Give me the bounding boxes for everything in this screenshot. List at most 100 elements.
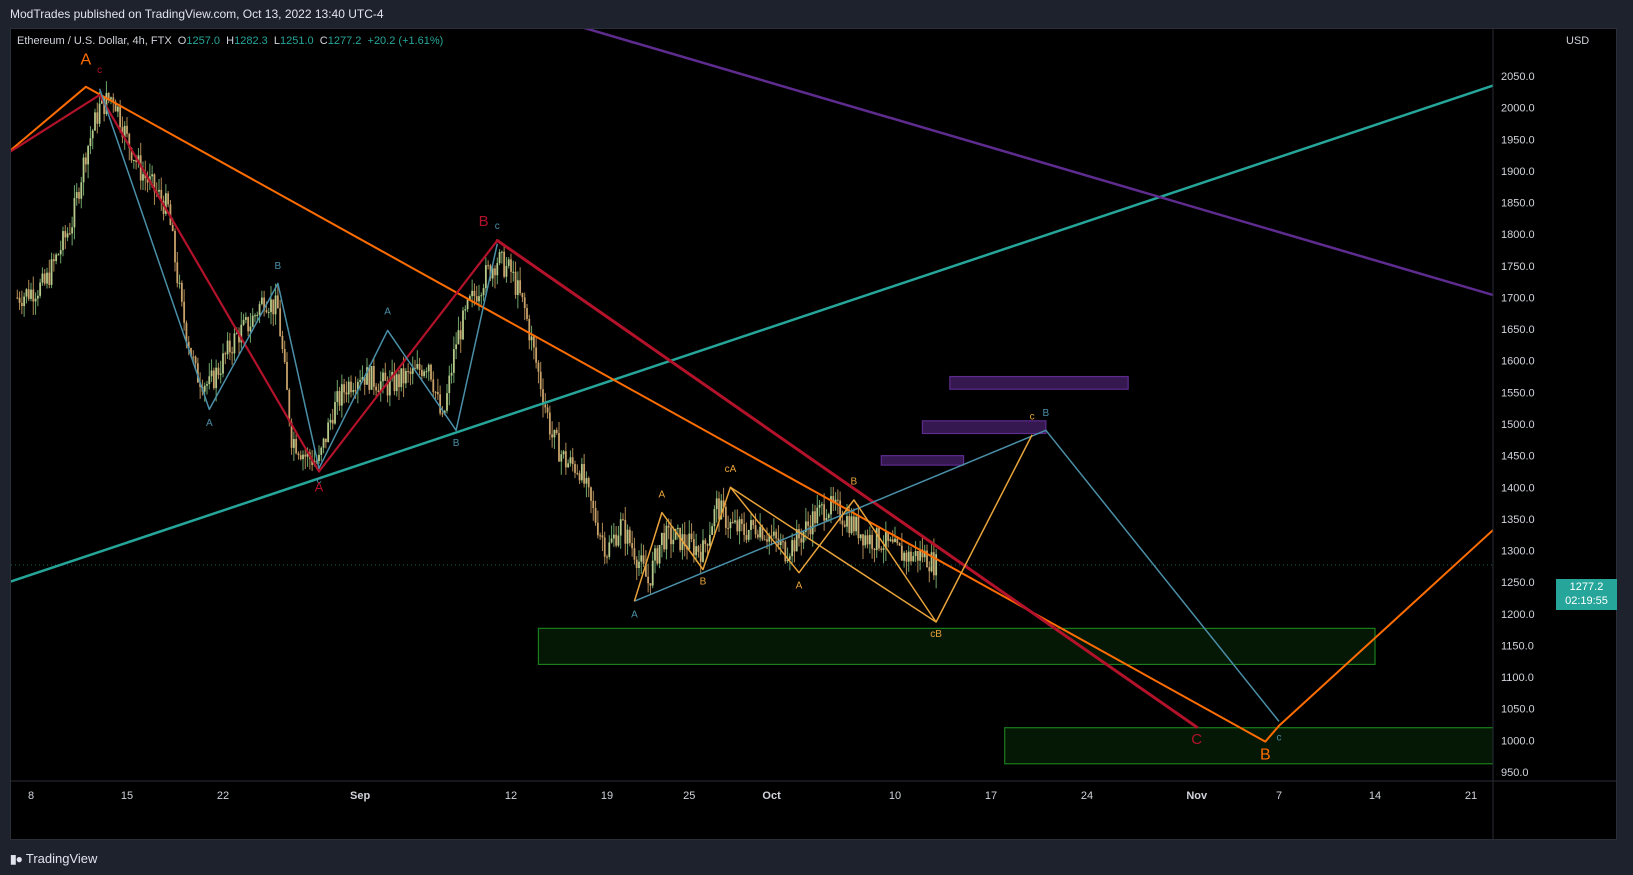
candle-body [551, 434, 554, 438]
candle-body [558, 433, 560, 462]
candle-body [491, 268, 494, 279]
candle-body [528, 318, 531, 341]
wave-label: A [796, 581, 803, 592]
y-tick-label: 2050.0 [1501, 71, 1535, 83]
candle-body [706, 544, 709, 546]
x-tick-label: 22 [217, 790, 229, 802]
candle-body [427, 364, 430, 372]
candle-body [656, 548, 659, 564]
candle-body [267, 312, 270, 314]
wave-label: C [1191, 731, 1202, 748]
candle-body [651, 560, 654, 586]
candle-body [743, 523, 746, 535]
candle-body [73, 198, 76, 228]
candle-body [843, 524, 846, 527]
candle-body [441, 413, 444, 415]
candle-body [468, 296, 471, 300]
y-tick-label: 1100.0 [1501, 672, 1534, 684]
candle-body [482, 288, 485, 296]
candle-body [660, 532, 663, 546]
candle-body [276, 295, 279, 309]
candle-body [59, 250, 62, 255]
x-tick-label: 8 [28, 790, 34, 802]
candle-body [507, 259, 510, 266]
candle-body [804, 521, 807, 532]
candle-body [912, 556, 915, 562]
candle-body [190, 348, 192, 357]
drawing-layer [11, 29, 1493, 743]
candle-body [130, 148, 133, 161]
candle-body [258, 304, 261, 315]
y-tick-label: 1800.0 [1501, 229, 1535, 241]
candle-body [20, 302, 23, 307]
candle-body [434, 392, 437, 394]
candle-body [512, 271, 515, 273]
zone-box [921, 420, 1047, 435]
candle-body [297, 453, 300, 456]
candle-body [121, 127, 124, 137]
candle-body [928, 567, 931, 572]
candle-body [715, 498, 718, 510]
candle-body [162, 200, 165, 214]
tradingview-logo-icon: ▮● [10, 852, 23, 866]
candle-body [866, 535, 869, 545]
change-value: +20.2 (+1.61%) [367, 35, 444, 47]
y-tick-label: 1600.0 [1501, 356, 1535, 368]
candle-body [667, 525, 670, 528]
candle-body [400, 368, 403, 388]
candle-body [859, 534, 862, 539]
candle-body [84, 157, 87, 165]
candle-body [260, 297, 263, 305]
candle-body [820, 504, 823, 506]
candle-body [233, 333, 236, 354]
candle-body [112, 97, 115, 102]
candle-body [930, 552, 933, 572]
candle-body [142, 174, 144, 181]
wave-path [11, 93, 499, 473]
candle-body [91, 130, 94, 139]
candle-body [256, 314, 259, 316]
candle-body [699, 551, 702, 562]
candle-body [779, 541, 782, 546]
wave-label: B [1260, 746, 1271, 763]
candle-body [626, 529, 629, 544]
candle-body [192, 356, 195, 358]
candle-body [247, 317, 250, 332]
candle-body [672, 539, 675, 545]
candle-body [263, 297, 266, 311]
candle-body [215, 367, 218, 389]
candle-body [395, 374, 398, 392]
candle-body [702, 540, 704, 562]
candle-body [151, 174, 154, 177]
candle-body [606, 556, 608, 558]
candle-body [18, 297, 21, 303]
candle-body [788, 556, 791, 560]
candle-body [905, 552, 908, 562]
candle-body [347, 381, 350, 395]
candle-body [119, 106, 122, 128]
candle-body [722, 500, 725, 507]
candle-body [144, 174, 147, 179]
candle-body [114, 101, 117, 112]
footer-bar [0, 840, 1633, 875]
candle-body [857, 516, 860, 539]
tradingview-logo[interactable]: ▮● TradingView [10, 851, 97, 866]
candle-body [343, 384, 346, 393]
candle-body [359, 379, 362, 382]
candle-body [640, 555, 643, 562]
candle-body [320, 447, 323, 455]
candle-body [745, 534, 748, 540]
candle-body [836, 499, 839, 501]
candle-body [420, 369, 423, 376]
candle-body [123, 125, 126, 137]
candle-body [754, 525, 757, 535]
candle-body [94, 112, 96, 131]
candle-body [601, 535, 604, 538]
candle-body [62, 231, 64, 251]
candle-body [16, 297, 19, 299]
candle-body [846, 516, 848, 527]
candle-body [935, 554, 938, 576]
candle-body [350, 381, 352, 393]
